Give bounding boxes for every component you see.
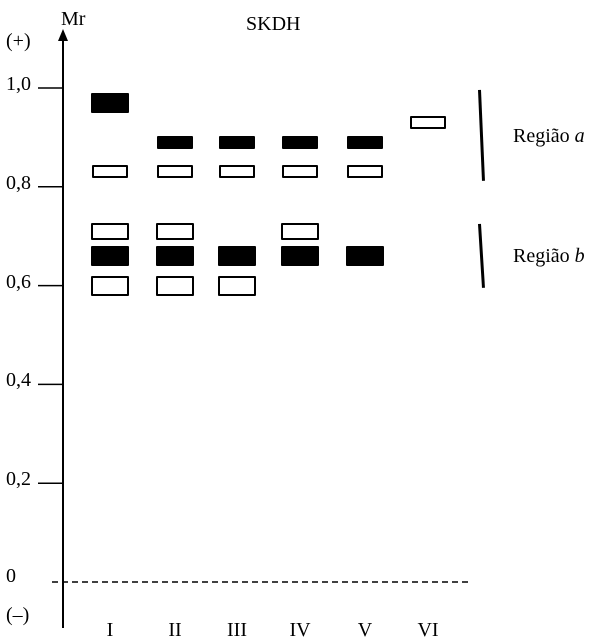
filled-band <box>282 135 318 149</box>
open-band <box>219 165 255 179</box>
tick-label: 0 <box>6 565 16 587</box>
region-letter: b <box>574 244 585 267</box>
open-band <box>347 165 383 179</box>
filled-band <box>346 245 384 266</box>
open-band <box>282 165 318 179</box>
open-band <box>156 222 194 240</box>
axis-bottom-symbol: (–) <box>6 604 30 626</box>
open-band <box>156 275 194 296</box>
filled-band <box>157 135 193 149</box>
open-band <box>157 165 193 179</box>
filled-band <box>219 135 255 149</box>
filled-band <box>156 245 194 266</box>
tick-label: 0,6 <box>6 270 31 293</box>
lane-label-vi: VI <box>417 619 439 641</box>
lane-label-i: I <box>106 619 114 641</box>
filled-band <box>91 92 129 113</box>
lane-label-iv: IV <box>289 619 311 641</box>
lane-label-iii: III <box>227 619 247 641</box>
region-name: Região <box>513 244 570 267</box>
filled-band <box>91 245 129 266</box>
open-band <box>410 116 446 130</box>
open-band <box>91 275 129 296</box>
axis-label: Mr <box>61 8 86 30</box>
region-letter: a <box>574 125 585 148</box>
open-band <box>91 222 129 240</box>
region-b-label: Região b <box>513 246 585 266</box>
axis-top-symbol: (+) <box>6 30 31 52</box>
lane-label-v: V <box>357 619 373 641</box>
diagram-title: SKDH <box>246 13 301 35</box>
tick-label: 1,0 <box>6 73 31 95</box>
tick-label: 0,2 <box>6 468 31 491</box>
tick-label: 0,8 <box>6 171 31 194</box>
lane-label-ii: II <box>168 619 182 641</box>
open-band <box>218 275 256 296</box>
filled-band <box>281 245 319 266</box>
open-band <box>281 222 319 240</box>
open-band <box>92 165 128 179</box>
region-name: Região <box>513 125 570 148</box>
tick-label: 0,4 <box>6 369 31 392</box>
axis-arrow <box>58 29 68 41</box>
region-a-label: Região a <box>513 126 585 146</box>
filled-band <box>218 245 256 266</box>
filled-band <box>347 135 383 149</box>
